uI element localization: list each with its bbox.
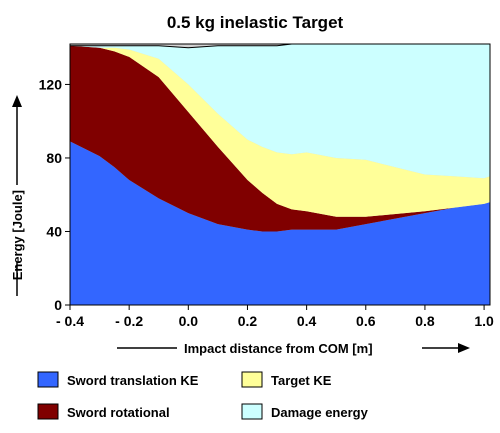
series-area-sword-rotational [70, 45, 490, 232]
y-axis-label-group: Energy [Joule] [10, 95, 25, 296]
x-tick-label: - 0.2 [115, 313, 143, 329]
legend-swatch-sword-rotational [37, 403, 59, 420]
legend-label-sword-translation-ke: Sword translation KE [67, 373, 199, 388]
x-tick-label: - 0.4 [56, 313, 84, 329]
x-tick-label: 0.6 [356, 313, 376, 329]
y-axis: 0 40 80 120 [39, 76, 70, 313]
legend-label-damage-energy: Damage energy [271, 405, 369, 420]
legend-label-sword-rotational: Sword rotational [67, 405, 170, 420]
legend-swatch-target-ke [241, 371, 263, 388]
y-tick-label: 0 [54, 297, 62, 313]
x-tick-label: 0.0 [179, 313, 199, 329]
y-axis-arrow-head-icon [12, 95, 22, 107]
x-tick-label: 0.8 [415, 313, 435, 329]
x-axis-label-group: Impact distance from COM [m] [117, 341, 470, 356]
legend-swatch-damage-energy [241, 403, 263, 420]
plot-area [69, 43, 491, 306]
x-axis-arrow-head-icon [458, 343, 470, 353]
series-area-damage-energy [70, 44, 490, 179]
chart-title: 0.5 kg inelastic Target [167, 13, 344, 32]
series-area-target-ke [70, 45, 490, 217]
x-tick-label: 1.0 [474, 313, 494, 329]
x-tick-label: 0.4 [297, 313, 317, 329]
series-areas [70, 43, 490, 305]
legend-label-target-ke: Target KE [271, 373, 332, 388]
plot-frame [69, 43, 491, 306]
x-axis: - 0.4 - 0.2 0.0 0.2 0.4 0.6 0.8 1.0 [56, 305, 494, 329]
x-tick-label: 0.2 [238, 313, 258, 329]
y-axis-label: Energy [Joule] [10, 190, 25, 280]
x-axis-label: Impact distance from COM [m] [184, 341, 373, 356]
y-tick-label: 40 [46, 223, 62, 239]
y-tick-label: 80 [46, 150, 62, 166]
y-tick-label: 120 [39, 76, 63, 92]
series-area-sword-translation-ke [70, 141, 490, 305]
legend-swatch-sword-translation-ke [37, 371, 59, 388]
legend: Sword translation KE Target KE Sword rotat… [37, 371, 369, 420]
